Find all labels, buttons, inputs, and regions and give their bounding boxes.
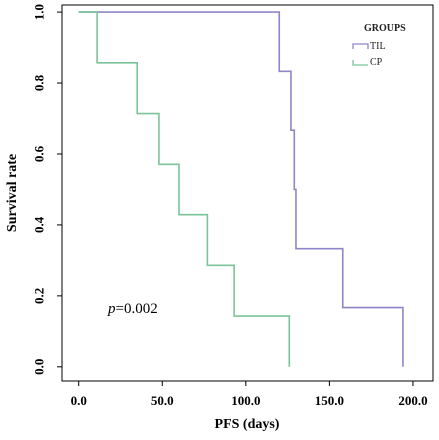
legend-label-til: TIL — [370, 41, 386, 52]
y-tick-label: 0.0 — [32, 359, 47, 375]
legend-swatch-cp — [352, 60, 368, 66]
y-tick-label: 0.4 — [32, 216, 47, 233]
y-tick-label: 0.6 — [32, 145, 47, 162]
x-tick-label: 0.0 — [71, 393, 87, 408]
survival-curves — [78, 11, 404, 367]
legend: GROUPS TIL CP — [352, 23, 406, 68]
x-axis-title: PFS (days) — [215, 417, 280, 432]
y-tick-label: 0.2 — [32, 288, 47, 304]
legend-swatch-til — [352, 43, 369, 49]
x-tick-label: 150.0 — [315, 393, 344, 408]
p-value-annotation: p=0.002 — [107, 301, 158, 317]
p-value-text: =0.002 — [116, 301, 158, 317]
x-tick-label: 200.0 — [398, 393, 427, 408]
plot-frame — [61, 4, 434, 382]
legend-label-cp: CP — [370, 57, 383, 68]
p-value-symbol: p — [107, 301, 116, 317]
axis-ticks: 0.0 50.0 100.0 150.0 200.0 0.0 0.2 0.4 0.6 0.8 1.0 — [32, 4, 428, 408]
y-tick-label: 1.0 — [32, 4, 47, 20]
y-axis-title: Survival rate — [5, 154, 20, 232]
legend-title: GROUPS — [364, 23, 406, 34]
y-tick-label: 0.8 — [32, 74, 47, 91]
x-tick-label: 50.0 — [151, 393, 174, 408]
survival-curve-til — [78, 11, 404, 367]
x-tick-label: 100.0 — [231, 393, 260, 408]
survival-curve-cp — [78, 11, 291, 367]
